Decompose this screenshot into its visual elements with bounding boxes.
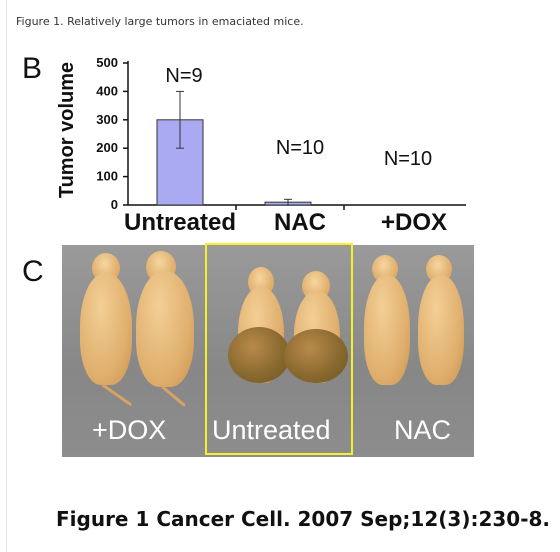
x-tick-label: NAC [274,209,326,236]
photo-label-dox: +DOX [92,415,167,445]
photo-label-untreated: Untreated [212,415,331,445]
sample-size-annotation: N=10 [276,137,324,159]
tumor [228,327,290,383]
mouse-tail [101,383,133,407]
y-tick-label: 200 [96,140,118,155]
page-border [6,0,7,552]
y-tick-label: 0 [111,197,118,212]
mouse-body [418,275,464,385]
y-tick-label: 400 [96,83,118,98]
mouse-body [80,273,132,385]
sample-size-annotation: N=10 [384,148,432,170]
panel-c-letter: C [22,255,44,288]
mouse-body [136,271,194,387]
panel-b-letter: B [22,52,43,85]
y-tick-label: 100 [96,169,118,184]
x-tick-label: +DOX [381,209,447,236]
x-tick-label: Untreated [124,209,236,236]
figure-citation: Figure 1 Cancer Cell. 2007 Sep;12(3):230… [56,507,551,531]
photo-label-nac: NAC [394,415,452,445]
y-tick-label: 500 [96,55,118,70]
mouse-tail [161,385,186,407]
y-tick-label: 300 [96,112,118,127]
tumor-volume-chart: 0 100 200 300 400 500 N=9 Untreated N=10 NAC N=10 +… [96,55,466,236]
sample-size-annotation: N=9 [165,65,202,87]
figure-caption: Figure 1. Relatively large tumors in ema… [16,15,304,28]
tumor [284,329,348,383]
untreated-highlight-box [205,243,353,455]
mice-photo: +DOX Untreated NAC [62,245,474,457]
mouse-body [364,275,410,385]
